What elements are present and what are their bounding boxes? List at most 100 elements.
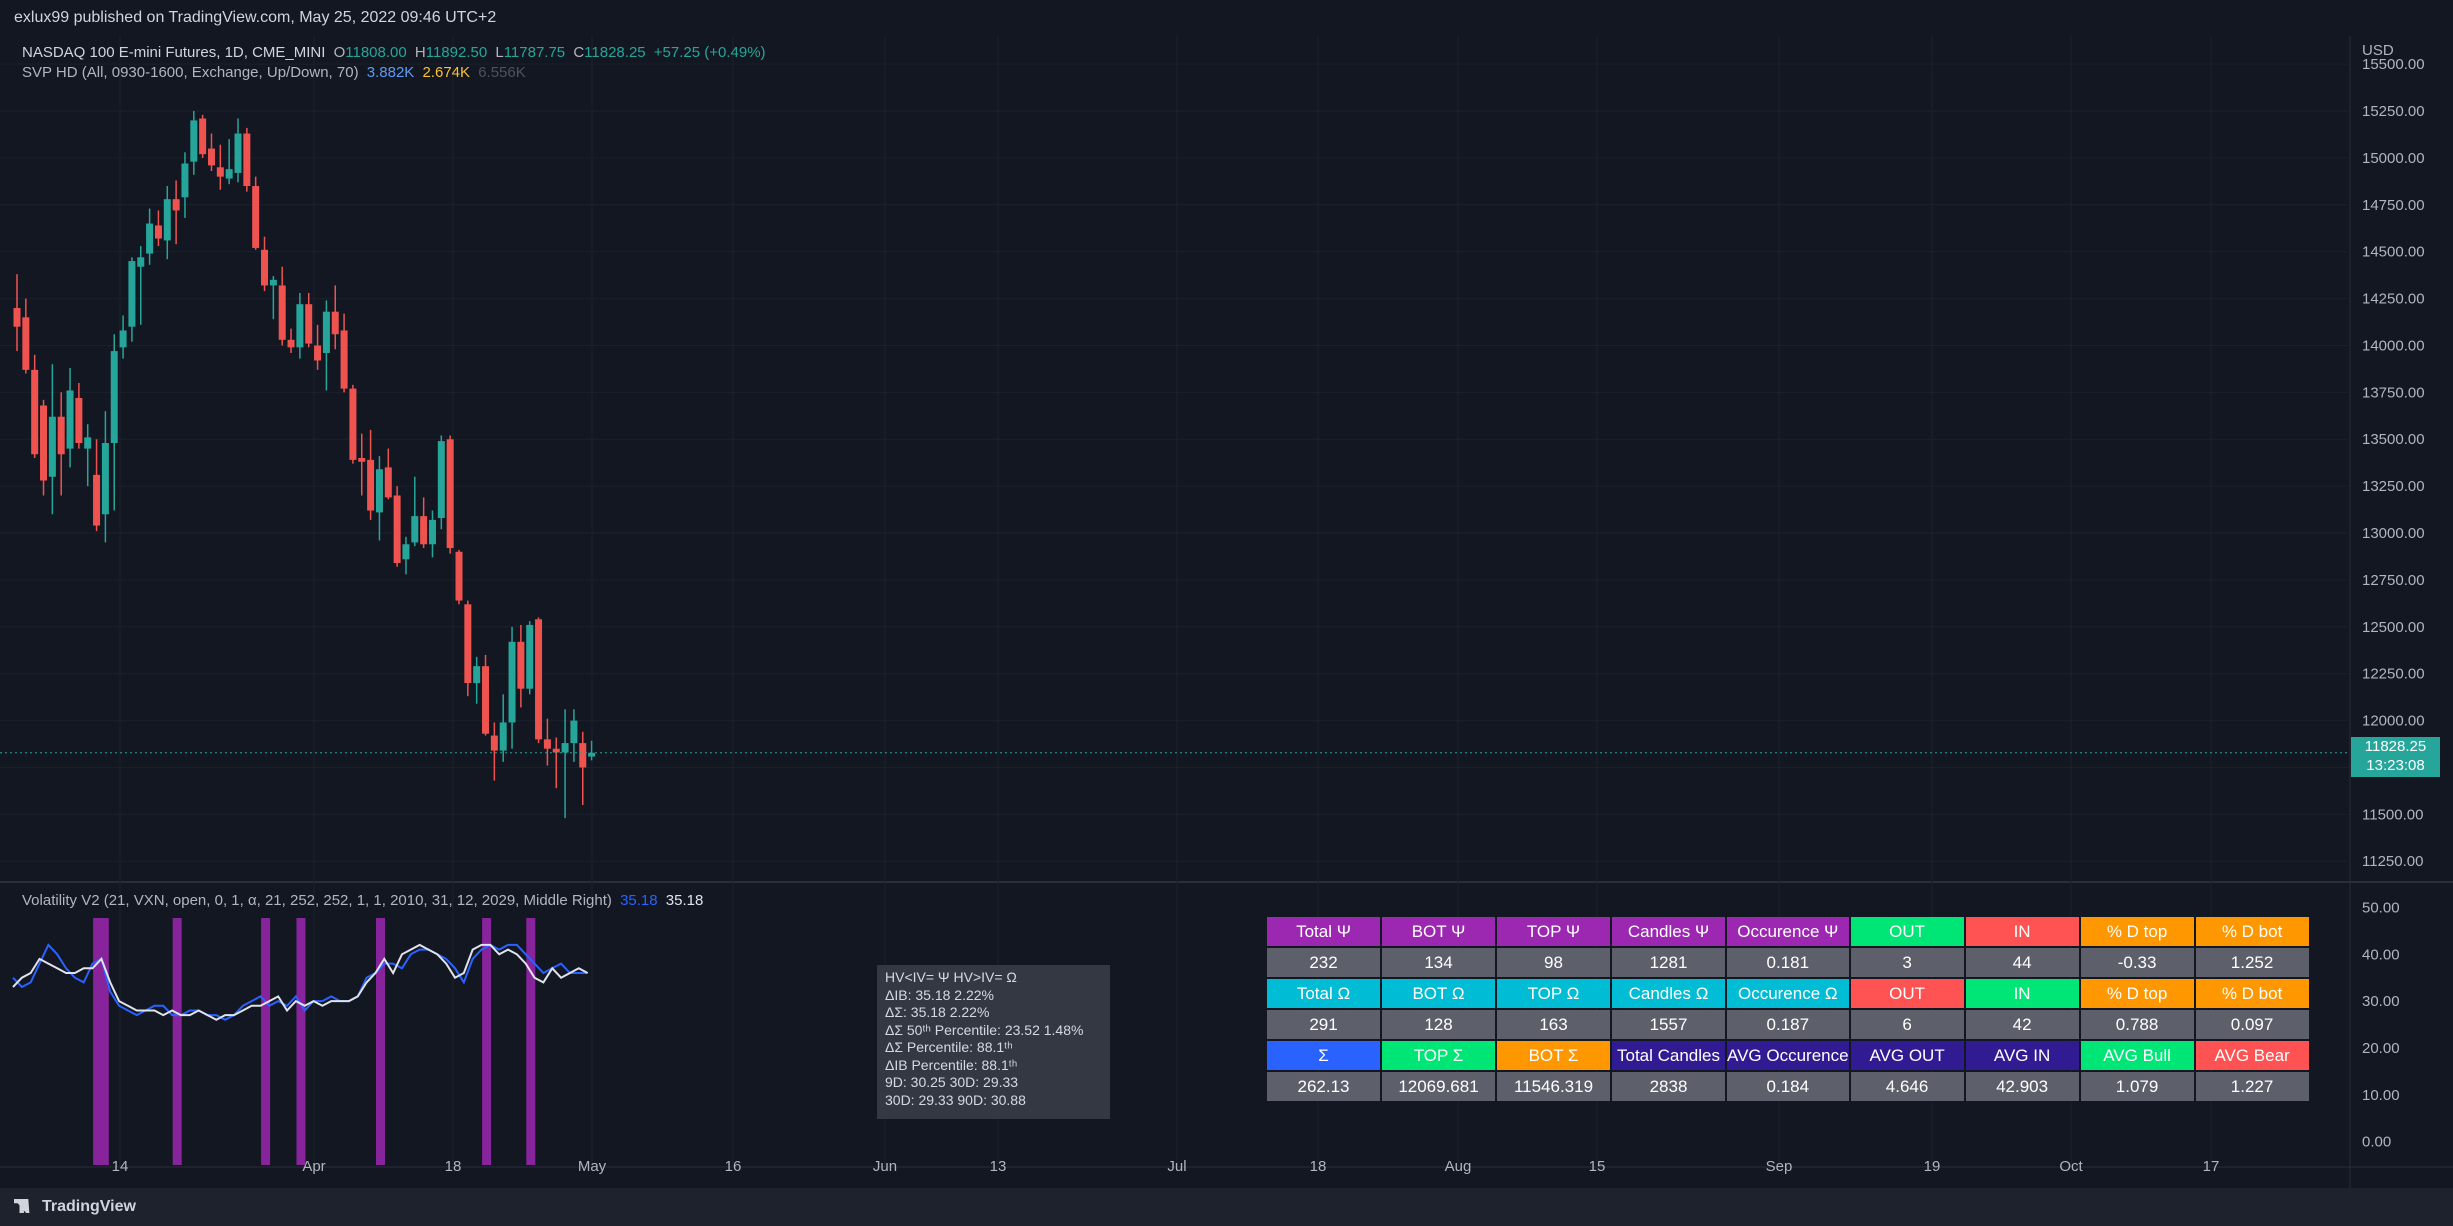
- stats-cell: BOT Ψ: [1382, 917, 1495, 946]
- price-tick-label: 13000.00: [2362, 525, 2425, 542]
- price-tick-label: 13750.00: [2362, 384, 2425, 401]
- candle-body: [446, 439, 454, 549]
- time-tick-label: 19: [1924, 1158, 1941, 1175]
- open-label: O: [333, 44, 346, 61]
- stats-cell: TOP Ω: [1497, 979, 1610, 1008]
- candle-body: [499, 722, 507, 751]
- high-label: H: [414, 44, 426, 61]
- candle-body: [331, 311, 339, 335]
- tooltip-line: ΔIB Percentile: 88.1ᵗʰ: [885, 1056, 1018, 1073]
- stats-cell: 0.187: [1727, 1010, 1849, 1039]
- main-legend: NASDAQ 100 E-mini Futures, 1D, CME_MINI …: [22, 44, 770, 61]
- candle-body: [93, 474, 101, 526]
- candle-body: [437, 441, 445, 519]
- stats-cell: 42.903: [1965, 1072, 2079, 1101]
- stats-cell: % D top: [2080, 917, 2194, 946]
- stats-cell: 44: [1965, 948, 2079, 977]
- tradingview-logo[interactable]: TradingView: [14, 1198, 136, 1216]
- candle-body: [455, 551, 463, 601]
- candle-body: [314, 345, 322, 361]
- candle-body: [358, 458, 366, 462]
- time-tick-label: 18: [1310, 1158, 1327, 1175]
- candle-body: [172, 199, 180, 211]
- candle-body: [375, 469, 383, 513]
- stats-cell: Occurence Ψ: [1727, 917, 1849, 946]
- chart-area[interactable]: 11250.0011500.0011750.0012000.0012250.00…: [0, 36, 2453, 1188]
- candle-body: [543, 739, 551, 749]
- symbol-name: NASDAQ 100 E-mini Futures, 1D, CME_MINI: [22, 44, 326, 61]
- volatility-hv-value: 35.18: [620, 892, 658, 909]
- time-tick-label: 14: [112, 1158, 129, 1175]
- stats-cell: OUT: [1850, 917, 1964, 946]
- change-value: +57.25 (+0.49%): [653, 44, 766, 61]
- candle-body: [535, 619, 543, 740]
- stats-cell: 134: [1382, 948, 1495, 977]
- volatility-tick-label: 10.00: [2362, 1087, 2400, 1104]
- time-tick-label: 16: [725, 1158, 742, 1175]
- brand-name: TradingView: [42, 1198, 136, 1215]
- tooltip-line: 30D: 29.33 90D: 30.88: [885, 1091, 1026, 1108]
- svp-legend: SVP HD (All, 0930-1600, Exchange, Up/Dow…: [22, 64, 530, 81]
- stats-cell: AVG Bull: [2080, 1041, 2194, 1070]
- candle-body: [216, 167, 224, 177]
- stats-cell: 1557: [1612, 1010, 1725, 1039]
- stats-row: 232 134 98 1281 0.181 3 44 -0.33 1.252: [1267, 948, 2309, 977]
- stats-cell: OUT: [1850, 979, 1964, 1008]
- candle-body: [588, 752, 596, 757]
- volatility-tick-label: 0.00: [2362, 1134, 2391, 1151]
- high-value: 11892.50: [425, 44, 488, 61]
- candle-body: [181, 163, 189, 198]
- candle-body: [552, 748, 560, 753]
- stats-cell: IN: [1965, 917, 2079, 946]
- candle-body: [570, 720, 578, 744]
- candle-body: [349, 388, 357, 460]
- price-tick-label: 11250.00: [2362, 853, 2423, 870]
- candle-body: [75, 397, 83, 443]
- low-value: 11787.75: [503, 44, 566, 61]
- stats-row: Total Ω BOT Ω TOP Ω Candles Ω Occurence Ω OUT…: [1267, 979, 2309, 1008]
- stats-cell: AVG IN: [1965, 1041, 2079, 1070]
- price-tick-label: 15250.00: [2362, 103, 2425, 120]
- stats-cell: AVG OUT: [1850, 1041, 1964, 1070]
- candle-body: [508, 641, 516, 723]
- price-tick-label: 12500.00: [2362, 619, 2425, 636]
- candle-body: [526, 624, 534, 689]
- currency-label: USD: [2362, 42, 2394, 59]
- price-tick-label: 11500.00: [2362, 806, 2423, 823]
- candle-body: [278, 285, 286, 340]
- stats-cell: % D bot: [2195, 979, 2309, 1008]
- low-label: L: [495, 44, 504, 61]
- price-tick-label: 13500.00: [2362, 431, 2425, 448]
- bar-countdown: 13:23:08: [2366, 757, 2425, 774]
- svp-up-volume: 3.882K: [366, 64, 415, 81]
- stats-cell: % D top: [2080, 979, 2194, 1008]
- candle-body: [234, 133, 242, 173]
- time-tick-label: 17: [2203, 1158, 2220, 1175]
- price-tick-label: 15500.00: [2362, 56, 2425, 73]
- highlight-band: [526, 918, 536, 1165]
- highlight-band: [376, 918, 386, 1165]
- tooltip-line: ΔIB: 35.18 2.22%: [885, 986, 994, 1003]
- tooltip-line: ΔΣ Percentile: 88.1ᵗʰ: [885, 1039, 1013, 1055]
- time-tick-label: Jun: [873, 1158, 897, 1175]
- stats-cell: 1.079: [2080, 1072, 2194, 1101]
- price-tick-label: 14250.00: [2362, 291, 2425, 308]
- candle-body: [154, 225, 162, 239]
- stats-cell: Candles Ψ: [1612, 917, 1725, 946]
- stats-row: 291 128 163 1557 0.187 6 42 0.788 0.097: [1267, 1010, 2309, 1039]
- volatility-tick-label: 40.00: [2362, 946, 2400, 963]
- stats-cell: Candles Ω: [1612, 979, 1725, 1008]
- candle-body: [482, 666, 490, 734]
- stats-cell: 1281: [1612, 948, 1725, 977]
- volatility-tooltip: HV<IV= Ψ HV>IV= Ω ΔIB: 35.18 2.22% ΔΣ: 35.…: [877, 965, 1110, 1119]
- stats-row: 262.13 12069.681 11546.319 2838 0.184 4.646 42…: [1267, 1072, 2309, 1101]
- candle-body: [243, 133, 251, 187]
- tooltip-line: ΔΣ: 35.18 2.22%: [885, 1004, 990, 1020]
- candle-body: [402, 544, 410, 560]
- candle-body: [101, 442, 109, 515]
- highlight-band: [296, 918, 306, 1165]
- candle-body: [428, 519, 436, 545]
- highlight-band: [482, 918, 492, 1165]
- candle-body: [287, 339, 295, 348]
- candle-body: [411, 516, 419, 543]
